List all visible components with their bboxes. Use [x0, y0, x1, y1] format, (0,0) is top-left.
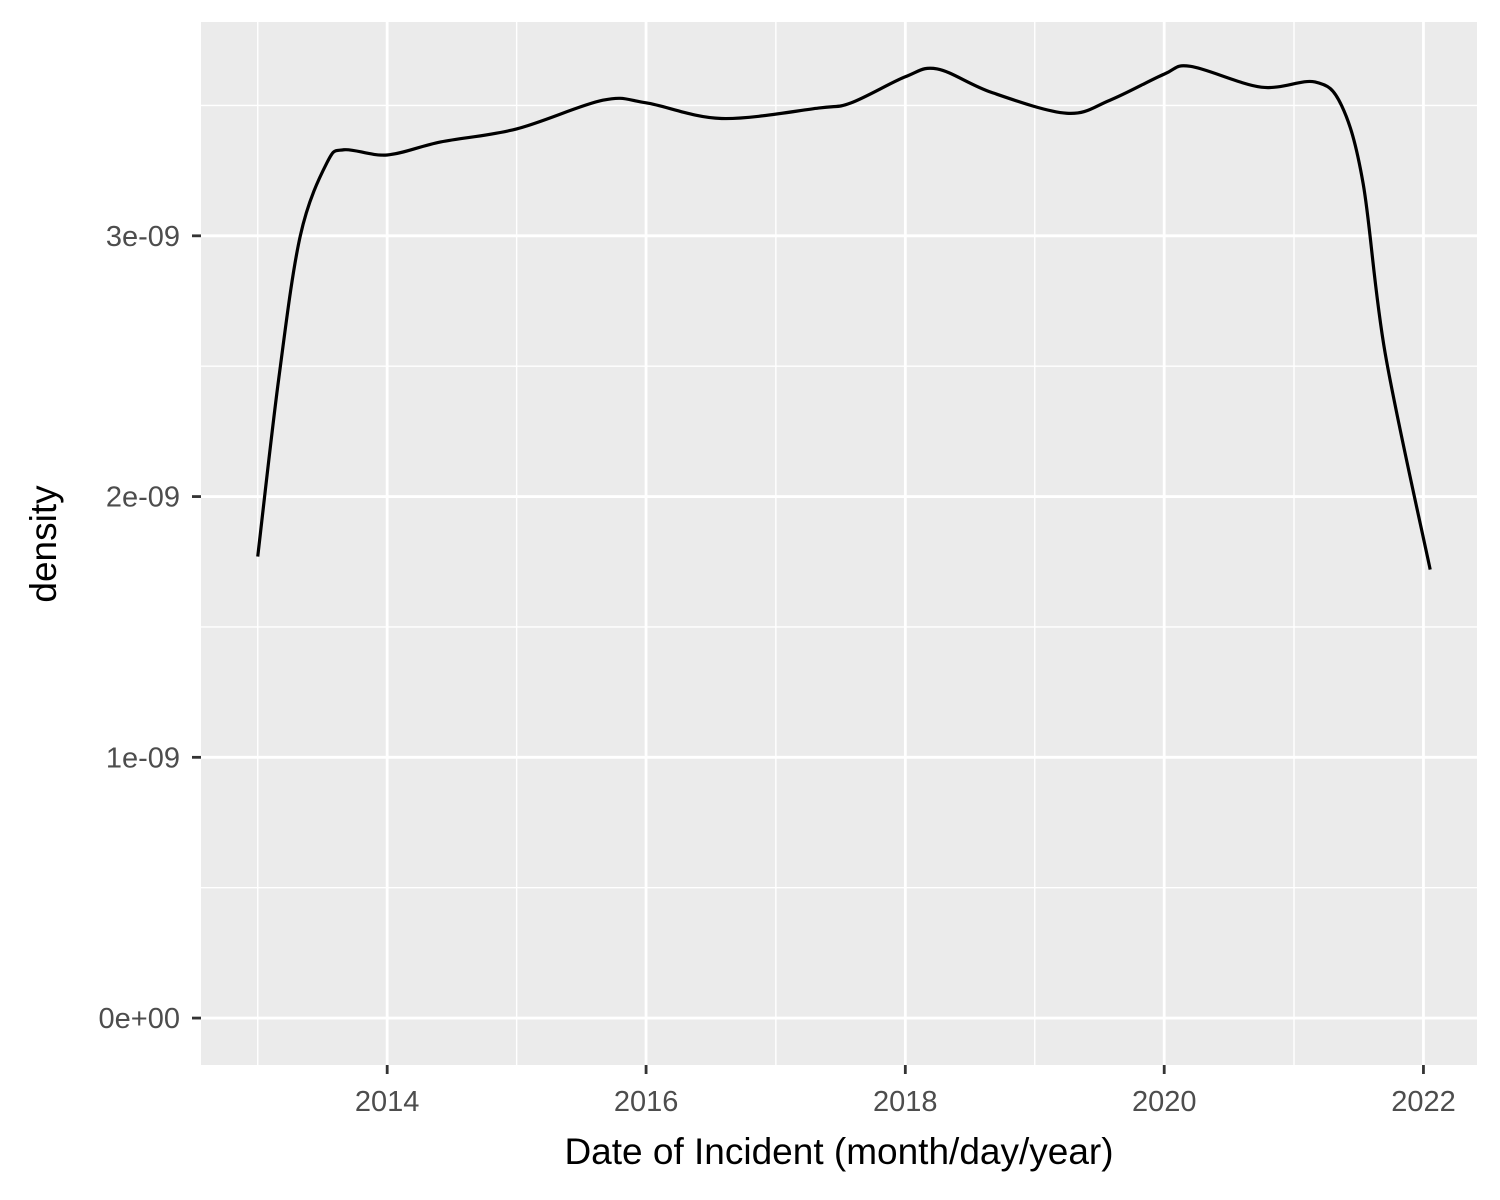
x-axis-title: Date of Incident (month/day/year) [564, 1131, 1113, 1172]
y-tick-label: 3e-09 [106, 221, 180, 253]
y-tick-label: 2e-09 [106, 482, 180, 514]
y-tick-label: 1e-09 [106, 742, 180, 774]
x-axis: 2014 2016 2018 2020 2022 [355, 1065, 1456, 1118]
x-tick-label: 2016 [614, 1086, 679, 1118]
y-axis-title: density [23, 485, 64, 603]
plot-panel [201, 22, 1477, 1065]
density-line [256, 64, 1432, 570]
x-tick-label: 2014 [355, 1086, 420, 1118]
x-tick-label: 2022 [1391, 1086, 1456, 1118]
x-tick-label: 2020 [1132, 1086, 1197, 1118]
y-axis: 0e+00 1e-09 2e-09 3e-09 [99, 221, 201, 1035]
y-tick-label: 0e+00 [99, 1003, 180, 1035]
x-tick-label: 2018 [873, 1086, 938, 1118]
series-layer [256, 64, 1432, 570]
